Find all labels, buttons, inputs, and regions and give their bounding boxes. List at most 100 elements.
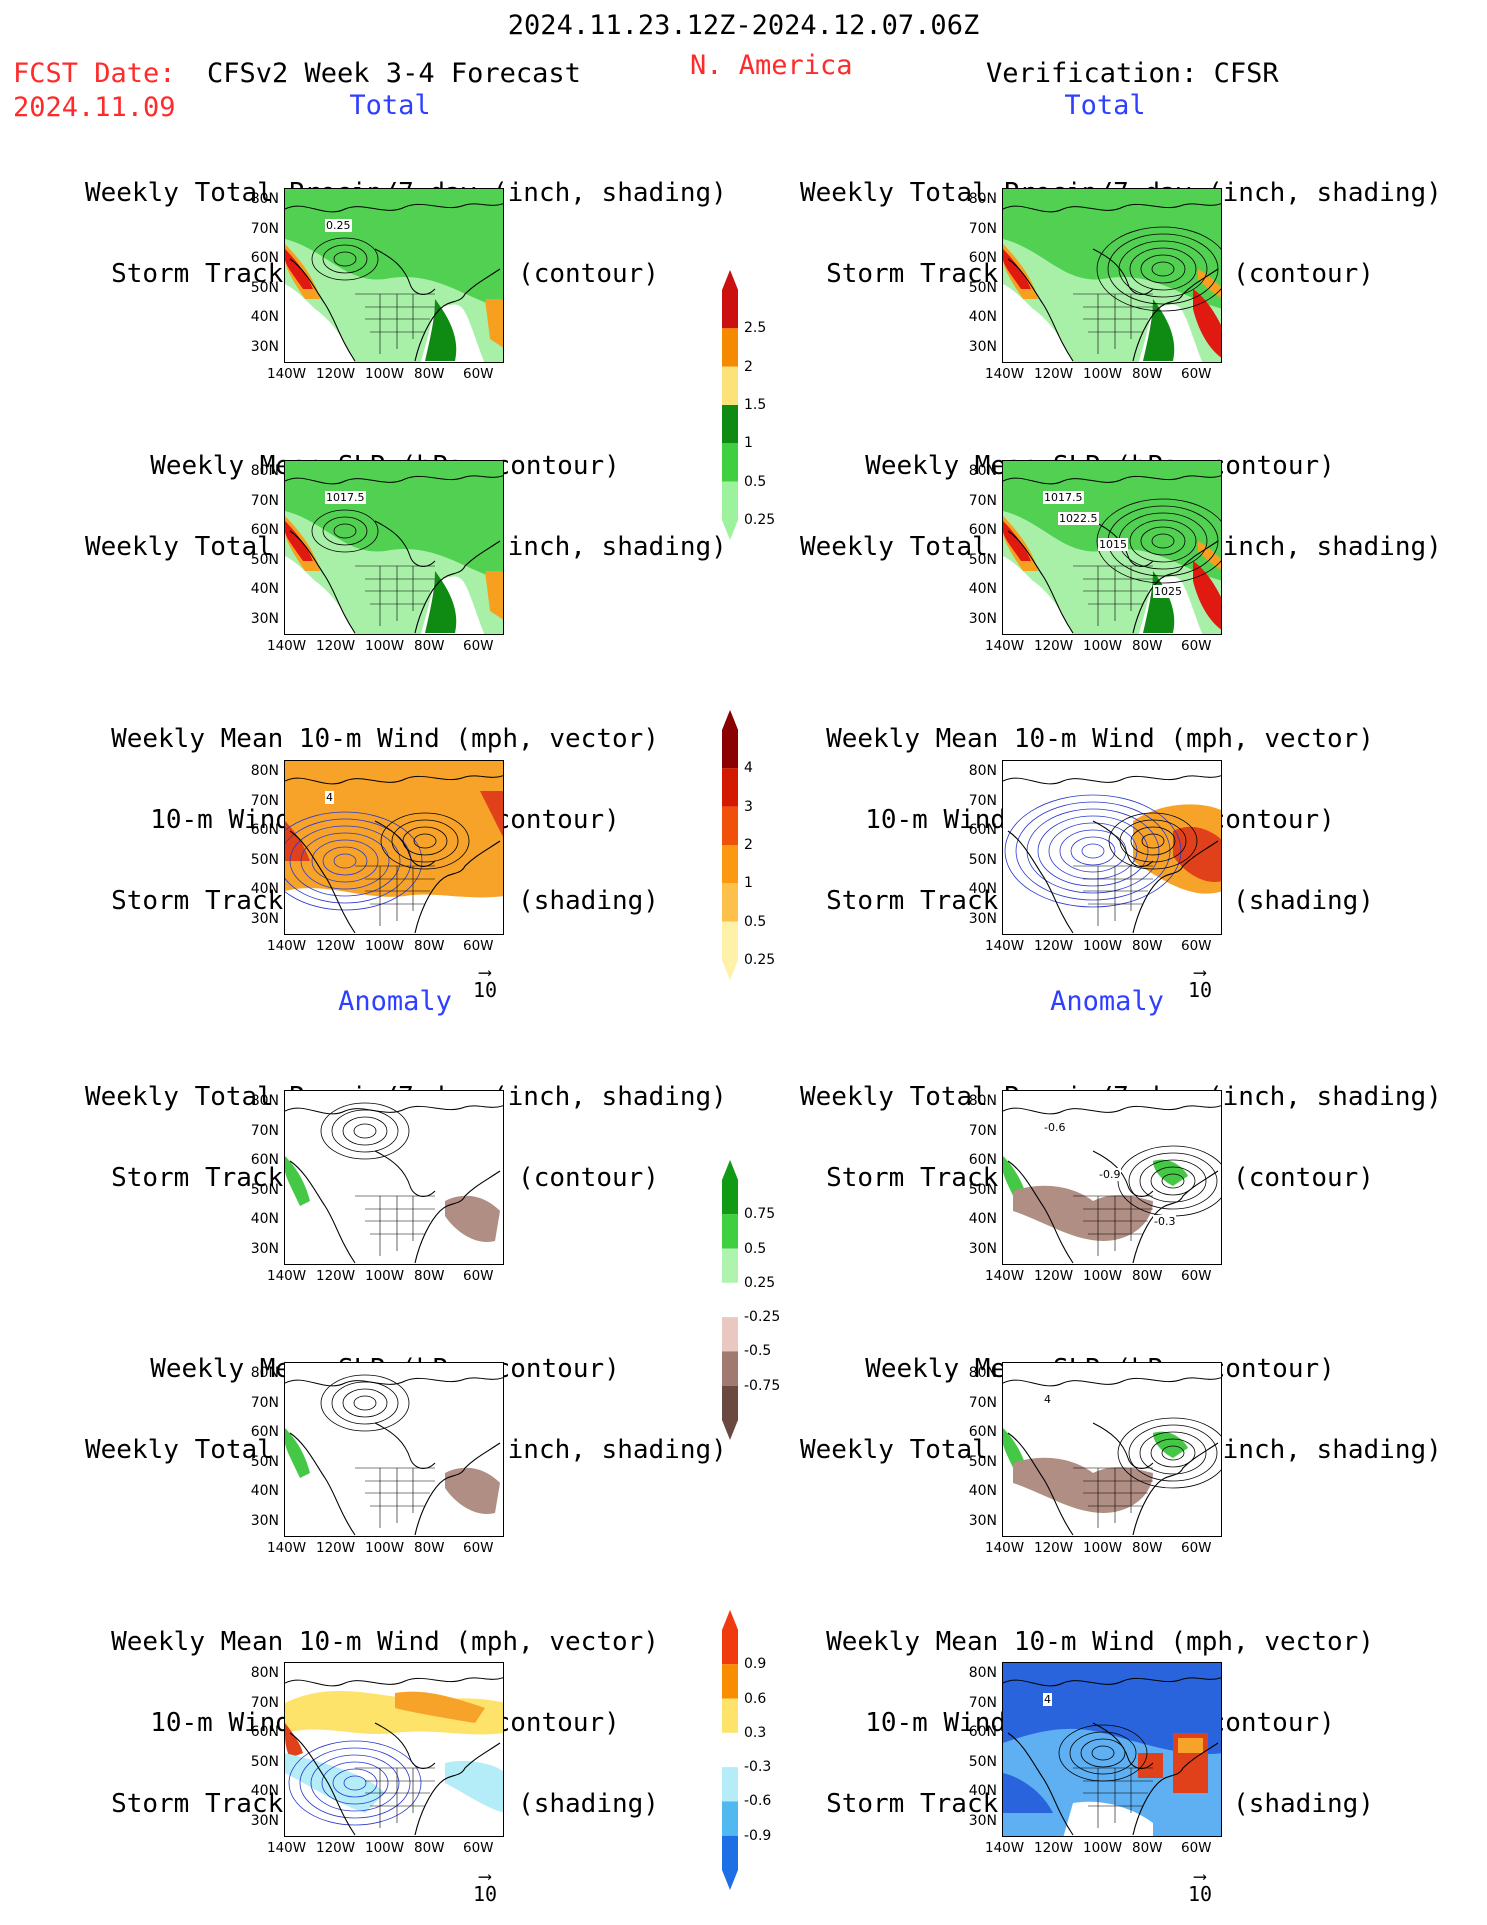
lat-label: 50N xyxy=(968,851,997,868)
map-obs-anom-precip: -0.6 -0.9 -0.3 xyxy=(1002,1090,1222,1265)
lon-label: 140W xyxy=(267,366,307,382)
vector-arrow-icon: ⟶ xyxy=(1194,962,1206,983)
colorbar-label: -0.6 xyxy=(744,1793,772,1810)
lon-label: 120W xyxy=(316,1840,356,1856)
vector-arrow-icon: ⟶ xyxy=(479,1866,491,1887)
lon-label: 60W xyxy=(1181,1540,1212,1556)
colorbar-label: 0.5 xyxy=(744,913,767,930)
lon-label: 80W xyxy=(414,366,445,382)
contour-label: 4 xyxy=(325,791,334,804)
map-obs-total-precip-svg xyxy=(1003,189,1221,362)
colorbar-label: -0.25 xyxy=(744,1309,781,1326)
vector-ref-label: 10 xyxy=(1187,1882,1213,1906)
section-anomaly-left: Anomaly xyxy=(338,986,452,1017)
colorbar-label: 1 xyxy=(744,435,753,452)
lat-label: 50N xyxy=(968,1181,997,1198)
lon-label: 80W xyxy=(414,938,445,954)
colorbar-label: 0.6 xyxy=(744,1690,767,1707)
lat-label: 50N xyxy=(250,1453,279,1470)
contour-label: 4 xyxy=(1043,1693,1052,1706)
colorbar-precip_anomaly xyxy=(722,1160,738,1440)
lat-label: 80N xyxy=(250,763,279,779)
colorbar-storm_total xyxy=(722,710,738,980)
colorbar-storm_anomaly xyxy=(722,1610,738,1890)
colorbar-label: 1 xyxy=(744,875,753,892)
lat-label: 30N xyxy=(968,1512,997,1529)
lat-label: 70N xyxy=(968,1394,997,1411)
colorbar-label: 2.5 xyxy=(744,320,767,337)
colorbar-label: 0.25 xyxy=(744,952,776,968)
lon-label: 80W xyxy=(414,1840,445,1856)
lon-label: 120W xyxy=(1034,1540,1074,1556)
lat-label: 70N xyxy=(968,220,997,237)
lat-label: 70N xyxy=(250,220,279,237)
lon-label: 80W xyxy=(1132,638,1163,654)
lat-label: 70N xyxy=(968,792,997,809)
map-fc-anom-slp xyxy=(284,1362,504,1537)
lat-label: 70N xyxy=(968,492,997,509)
region-title: N. America xyxy=(690,50,853,81)
colorbar-label: 2 xyxy=(744,358,753,375)
lat-label: 60N xyxy=(968,1424,997,1440)
lon-label: 100W xyxy=(1083,1840,1123,1856)
colorbar-precip_total xyxy=(722,270,738,540)
lon-label: 100W xyxy=(365,1268,405,1284)
lat-label: 30N xyxy=(250,1812,279,1829)
lon-label: 100W xyxy=(1083,1540,1123,1556)
lon-label: 60W xyxy=(1181,1268,1212,1284)
lon-label: 100W xyxy=(365,366,405,382)
lat-label: 70N xyxy=(250,1694,279,1711)
lat-label: 50N xyxy=(250,1753,279,1770)
lat-label: 40N xyxy=(250,1211,279,1227)
map-fc-total-precip-svg xyxy=(285,189,503,362)
lon-label: 140W xyxy=(267,938,307,954)
map-fc-total-wind-svg xyxy=(285,761,503,934)
lon-label: 60W xyxy=(463,1540,494,1556)
lat-label: 60N xyxy=(250,1152,279,1168)
lon-label: 140W xyxy=(985,1840,1025,1856)
title-line: Weekly Mean 10-m Wind (mph, vector) xyxy=(111,724,659,754)
map-fc-anom-slp-svg xyxy=(285,1363,503,1536)
vector-ref-fc-anom: ⟶ 10 xyxy=(465,1866,505,1907)
lon-label: 80W xyxy=(414,638,445,654)
map-fc-total-slp: 1017.5 xyxy=(284,460,504,635)
lat-label: 50N xyxy=(968,1453,997,1470)
colorbar-label: -0.75 xyxy=(744,1377,781,1394)
colorbar-label: 0.75 xyxy=(744,1206,776,1223)
lat-label: 50N xyxy=(968,551,997,568)
lat-label: 40N xyxy=(250,881,279,897)
title-line: Weekly Mean 10-m Wind (mph, vector) xyxy=(111,1627,659,1657)
lat-label: 80N xyxy=(250,463,279,479)
colorbar-label: 0.5 xyxy=(744,473,767,490)
fcst-date-label: FCST Date: xyxy=(13,58,176,89)
lat-label: 30N xyxy=(250,610,279,627)
lat-label: 50N xyxy=(250,551,279,568)
lon-label: 100W xyxy=(1083,366,1123,382)
map-obs-anom-wind-svg xyxy=(1003,1663,1221,1836)
lon-label: 60W xyxy=(463,366,494,382)
lat-label: 60N xyxy=(968,1152,997,1168)
contour-label: -0.6 xyxy=(1043,1121,1067,1134)
lon-label: 80W xyxy=(1132,938,1163,954)
lon-label: 100W xyxy=(365,938,405,954)
lat-label: 30N xyxy=(250,910,279,927)
lat-label: 40N xyxy=(968,1483,997,1499)
lat-label: 60N xyxy=(250,1424,279,1440)
map-fc-anom-wind xyxy=(284,1662,504,1837)
lat-label: 80N xyxy=(250,191,279,207)
map-obs-total-precip xyxy=(1002,188,1222,363)
lon-label: 120W xyxy=(316,1540,356,1556)
lat-label: 60N xyxy=(250,1724,279,1740)
vector-arrow-icon: ⟶ xyxy=(479,962,491,983)
colorbar-label: 0.5 xyxy=(744,1240,767,1257)
vector-ref-obs-anom: ⟶ 10 xyxy=(1180,1868,1220,1907)
lon-label: 120W xyxy=(1034,938,1074,954)
contour-label: -0.3 xyxy=(1153,1215,1177,1228)
map-fc-total-slp-svg xyxy=(285,461,503,634)
lat-label: 80N xyxy=(968,1665,997,1681)
lon-label: 120W xyxy=(1034,1840,1074,1856)
map-fc-total-wind: 4 xyxy=(284,760,504,935)
lat-label: 40N xyxy=(250,1483,279,1499)
lon-label: 100W xyxy=(1083,1268,1123,1284)
colorbar-label: 3 xyxy=(744,798,753,815)
